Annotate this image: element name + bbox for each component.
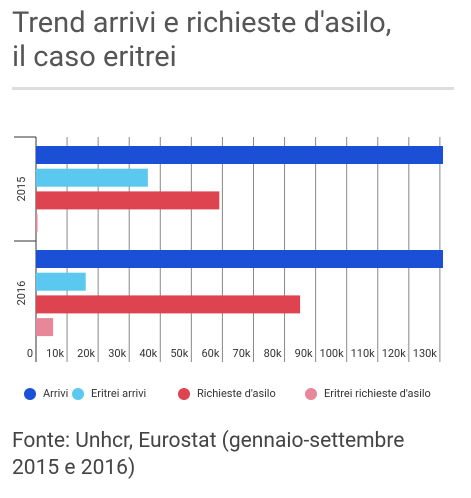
x-tick-label: 80k: [264, 347, 282, 360]
chart: 0 10k 20k 30k 40k 50k 60k 70k 80k 90k 100k 110k 120k…: [14, 136, 443, 400]
chart-title: Trend arrivi e richieste d'asilo, il cas…: [12, 6, 392, 74]
x-tick-label: 70k: [233, 347, 251, 360]
legend-label: Eritrei richieste d'asilo: [324, 387, 431, 400]
x-tick-label: 100k: [320, 347, 345, 360]
legend-label: Eritrei arrivi: [91, 387, 146, 400]
x-tick-label: 40k: [139, 347, 157, 360]
x-tick-label: 50k: [170, 347, 188, 360]
title-rule: [12, 87, 454, 90]
bar: [36, 318, 54, 337]
bar: [36, 168, 148, 187]
x-tick-label: 90k: [295, 347, 313, 360]
x-tick-label: 10k: [46, 347, 64, 360]
y-tick-label: 2016: [15, 281, 28, 306]
bar: [36, 214, 38, 233]
x-tick-label: 0: [27, 347, 33, 360]
legend-swatch: [178, 388, 190, 400]
x-tick-label: 110k: [351, 347, 376, 360]
x-tick-label: 130k: [413, 347, 438, 360]
legend-label: Arrivi: [43, 387, 68, 400]
source-note: Fonte: Unhcr, Eurostat (gennaio-settembr…: [12, 429, 405, 480]
bar: [36, 250, 443, 268]
x-tick-label: 30k: [108, 347, 126, 360]
legend-swatch: [305, 388, 317, 400]
legend-label: Richieste d'asilo: [197, 387, 276, 400]
bar: [36, 146, 443, 164]
x-tick-label: 20k: [77, 347, 95, 360]
bar: [36, 272, 86, 291]
x-tick-label: 120k: [382, 347, 407, 360]
x-tick-label: 60k: [201, 347, 219, 360]
legend-swatch: [72, 388, 84, 400]
bar: [36, 295, 301, 314]
y-tick-label: 2015: [15, 177, 28, 202]
legend-swatch: [24, 388, 36, 400]
bar: [36, 191, 220, 210]
